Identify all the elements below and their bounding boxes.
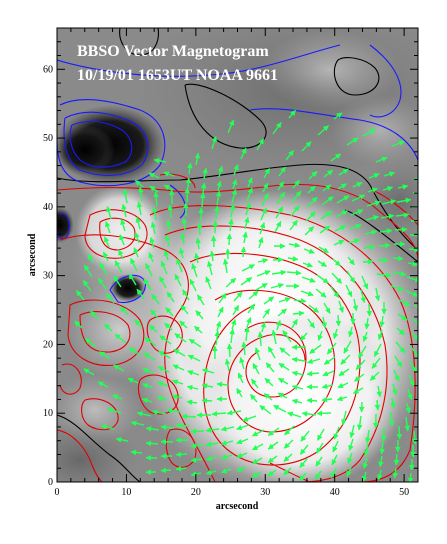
y-tick-label: 40	[43, 202, 53, 213]
x-tick-label: 50	[399, 487, 409, 498]
map-title-line2: 10/19/01 1653UT NOAA 9661	[77, 67, 278, 84]
transverse-field-arrow	[176, 454, 187, 455]
transverse-field-arrow	[191, 431, 204, 432]
x-tick-label: 20	[191, 487, 201, 498]
y-tick-label: 60	[43, 64, 53, 75]
transverse-field-arrow	[399, 426, 400, 439]
transverse-field-arrow	[307, 400, 317, 401]
map-title-line1: BBSO Vector Magnetogram	[77, 43, 269, 60]
transverse-field-arrow	[213, 236, 214, 247]
transverse-field-arrow	[229, 344, 230, 357]
x-tick-label: 0	[55, 487, 60, 498]
transverse-field-arrow	[176, 425, 189, 426]
transverse-field-arrow	[229, 234, 230, 245]
y-axis-title: arcsecond	[27, 233, 38, 276]
y-tick-label: 50	[43, 133, 53, 144]
transverse-field-arrow	[171, 190, 172, 204]
transverse-field-arrow	[363, 261, 373, 262]
transverse-field-arrow	[317, 413, 331, 414]
transverse-field-arrow	[379, 245, 390, 246]
transverse-field-arrow	[146, 443, 158, 444]
y-tick-label: 30	[43, 271, 53, 282]
x-axis-title: arcsecond	[216, 501, 259, 512]
transverse-field-arrow	[369, 304, 370, 316]
transverse-field-arrow	[396, 454, 397, 465]
transverse-field-arrow	[182, 416, 196, 417]
transverse-field-arrow	[338, 315, 339, 326]
transverse-field-arrow	[202, 400, 212, 401]
transverse-field-arrow	[377, 400, 378, 410]
x-tick-label: 40	[330, 487, 340, 498]
x-tick-label: 10	[121, 487, 131, 498]
y-tick-label: 10	[43, 408, 53, 419]
transverse-field-arrow	[161, 470, 171, 471]
x-tick-label: 30	[260, 487, 270, 498]
transverse-field-arrow	[199, 223, 200, 235]
transverse-field-arrow	[393, 258, 403, 259]
transverse-field-arrow	[383, 428, 384, 441]
y-tick-label: 20	[43, 339, 53, 350]
y-tick-label: 0	[48, 477, 53, 488]
transverse-field-arrow	[188, 178, 189, 188]
transverse-field-arrow	[243, 247, 244, 257]
transverse-field-arrow	[410, 473, 411, 483]
transverse-field-arrow	[395, 229, 407, 230]
transverse-field-arrow	[273, 259, 283, 260]
